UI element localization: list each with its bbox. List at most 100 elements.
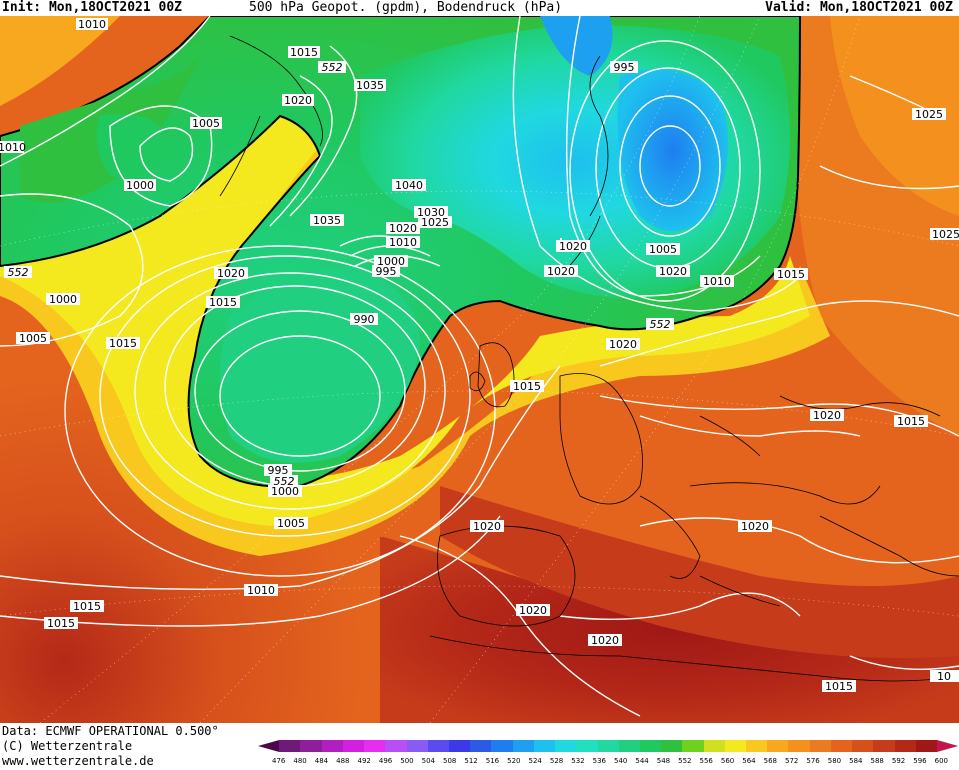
isobar-label: 1015 (774, 268, 808, 281)
geopotential-label: 552 (646, 318, 674, 331)
color-scale-swatch (300, 740, 322, 752)
color-scale-swatch (788, 740, 810, 752)
color-scale-tick: 592 (891, 757, 906, 765)
isobar-label: 1020 (606, 338, 640, 351)
svg-text:1030: 1030 (417, 206, 445, 219)
geopotential-label: 552 (270, 475, 298, 488)
color-scale-swatch (746, 740, 768, 752)
svg-text:1000: 1000 (377, 255, 405, 268)
isobar-label: 1015 (510, 380, 544, 393)
coastlines (219, 35, 959, 682)
isobar-label: 1005 (274, 517, 308, 530)
chart-title: 500 hPa Geopot. (gpdm), Bodendruck (hPa) (249, 0, 563, 15)
arctic-blue-patch (540, 16, 613, 76)
isobar-label: 1020 (516, 604, 550, 617)
svg-text:1025: 1025 (915, 108, 943, 121)
color-scale-swatch (852, 740, 874, 752)
svg-text:1015: 1015 (897, 415, 925, 428)
color-scale-tick: 560 (720, 757, 735, 765)
svg-text:1020: 1020 (217, 267, 245, 280)
svg-text:1010: 1010 (247, 584, 275, 597)
geopotential-label: 552 (4, 266, 32, 279)
isobar-label: 1025 (912, 108, 946, 121)
color-scale-swatch (661, 740, 683, 752)
color-scale-tick: 544 (635, 757, 649, 765)
svg-text:1035: 1035 (356, 79, 384, 92)
color-scale-tick: 476 (272, 757, 286, 765)
isobar-label: 1000 (124, 179, 156, 192)
color-scale-swatch (364, 740, 386, 752)
svg-text:1015: 1015 (209, 296, 237, 309)
isobar-label: 1005 (646, 243, 680, 256)
isobar-label: 995 (264, 464, 292, 477)
color-scale-swatch (703, 740, 725, 752)
isobar-label: 1015 (106, 337, 140, 350)
color-scale-tick: 536 (592, 757, 606, 765)
color-scale-tick: 552 (678, 757, 692, 765)
isobar-label: 1000 (374, 255, 408, 268)
svg-text:995: 995 (268, 464, 289, 477)
mediterranean-band (440, 486, 959, 658)
website-url: www.wetterzentrale.de (2, 754, 154, 768)
svg-text:552: 552 (322, 61, 343, 74)
color-scale-swatch (406, 740, 428, 752)
nw-orange (0, 16, 120, 106)
svg-text:1015: 1015 (47, 617, 75, 630)
color-scale-tick: 480 (293, 757, 307, 765)
isobar-label: 1015 (822, 680, 856, 693)
chart-footer: Data: ECMWF OPERATIONAL 0.500° (C) Wette… (0, 723, 959, 770)
isobar-label: 1020 (810, 409, 844, 422)
svg-text:1010: 1010 (389, 236, 417, 249)
color-scale-tick: 596 (913, 757, 927, 765)
svg-text:1005: 1005 (19, 332, 47, 345)
color-scale-swatch (533, 740, 556, 752)
isobar-label: 1010 (244, 584, 278, 597)
svg-text:1005: 1005 (277, 517, 305, 530)
isobar-label: 1035 (354, 79, 386, 92)
color-scale-swatch (555, 740, 577, 752)
isobar-label: 1000 (46, 293, 80, 306)
color-scale-tick: 576 (806, 757, 820, 765)
color-scale-swatch (894, 740, 916, 752)
isobar-label: 1020 (556, 240, 590, 253)
yellow-band-inner (0, 76, 810, 526)
isobar-labels: 1010 1015 1020 1005 1000 1010 1035 995 1… (0, 18, 959, 693)
isobar-label: 1015 (70, 600, 104, 613)
copyright: (C) Wetterzentrale (2, 739, 133, 753)
isobar-label: 995 (610, 61, 638, 74)
north-africa-warm-region (380, 536, 959, 723)
svg-text:1010: 1010 (703, 275, 731, 288)
geopotential-labels: 552 552 552 552 (4, 61, 674, 488)
svg-text:1020: 1020 (741, 520, 769, 533)
color-scale-swatch (830, 740, 853, 752)
graticule (0, 16, 959, 723)
color-scale-swatch (342, 740, 365, 752)
color-scale-tick: 568 (763, 757, 777, 765)
svg-text:1020: 1020 (547, 265, 575, 278)
isobar-label: 1005 (190, 117, 222, 130)
color-scale-swatch (385, 740, 407, 752)
svg-text:1015: 1015 (73, 600, 101, 613)
isobar-label: 1035 (310, 214, 344, 227)
color-scale-tick: 492 (357, 757, 371, 765)
color-scale-tick: 512 (464, 757, 478, 765)
isobar-label: 990 (350, 313, 378, 326)
svg-text:1005: 1005 (649, 243, 677, 256)
color-scale-tick: 520 (507, 757, 521, 765)
color-scale-swatch (639, 740, 662, 752)
isobar-label: 1000 (268, 485, 302, 498)
color-scale-tick: 504 (421, 757, 435, 765)
color-scale-tick: 516 (485, 757, 500, 765)
color-scale-tick: 588 (870, 757, 884, 765)
isobar-label: 1020 (470, 520, 504, 533)
isobar-label: 1040 (392, 179, 426, 192)
svg-text:995: 995 (376, 265, 397, 278)
svg-text:1020: 1020 (659, 265, 687, 278)
svg-text:1015: 1015 (290, 46, 318, 59)
isobar-label: 1005 (16, 332, 50, 345)
svg-text:1010: 1010 (0, 141, 26, 154)
isobar-label: 1020 (738, 520, 772, 533)
svg-text:1025: 1025 (421, 216, 449, 229)
isobar-label: 1010 (560, 238, 562, 240)
svg-text:1005: 1005 (192, 117, 220, 130)
